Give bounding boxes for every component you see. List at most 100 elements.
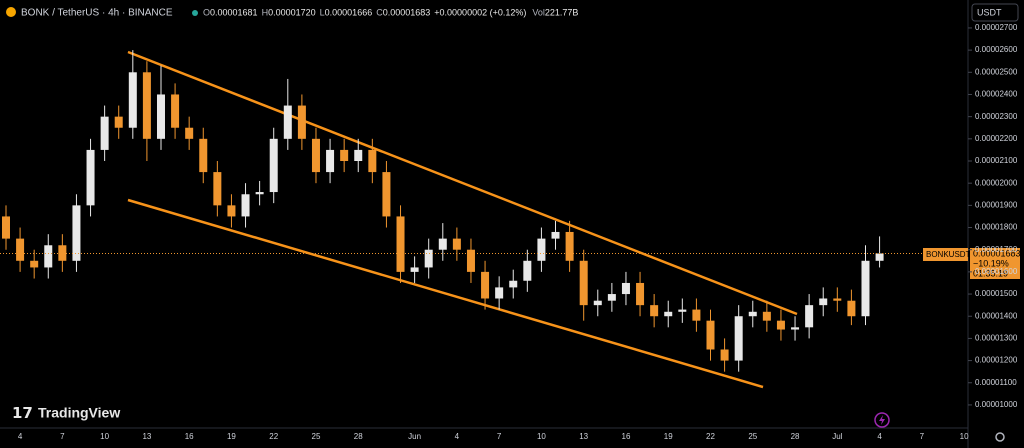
x-tick-label: 10 <box>100 432 109 441</box>
candle-body <box>875 253 884 261</box>
lower-trendline[interactable] <box>127 198 764 389</box>
candle-body <box>396 216 405 272</box>
y-tick-label: 0.00001200 <box>975 356 1018 365</box>
x-tick-label: 19 <box>227 432 236 441</box>
x-tick-label: 22 <box>706 432 715 441</box>
y-tick-label: 0.00002100 <box>975 156 1018 165</box>
price-tag-change: −10.19% <box>973 258 1009 268</box>
y-tick-label: 0.00001600 <box>975 267 1018 276</box>
candle-body <box>720 349 729 361</box>
candle-body <box>171 94 180 128</box>
candle-body <box>156 94 165 139</box>
candle-body <box>847 300 856 317</box>
legend-text: +0.00000002 (+0.12%) <box>434 7 526 17</box>
x-tick-label: 22 <box>269 432 278 441</box>
legend-text: 0.00001683 <box>383 7 431 17</box>
candles <box>0 50 968 372</box>
candle-body <box>424 249 433 268</box>
price-tag-price: 0.00001683 <box>973 248 1021 258</box>
brand-name: TradingView <box>38 405 120 421</box>
candle-body <box>128 72 137 128</box>
brand-icon: 𝟭𝟳 <box>12 405 33 422</box>
candle-body <box>241 194 250 217</box>
candle-body <box>466 249 475 272</box>
candle-body <box>410 267 419 272</box>
y-tick-label: 0.00001900 <box>975 200 1018 209</box>
candle-body <box>593 300 602 306</box>
candle-body <box>762 311 771 321</box>
x-tick-label: 4 <box>18 432 23 441</box>
candle-body <box>664 311 673 317</box>
candle-body <box>537 238 546 261</box>
x-tick-label: 10 <box>537 432 546 441</box>
candle-body <box>72 205 81 261</box>
candle-body <box>692 309 701 321</box>
legend-text: H <box>262 7 269 17</box>
candle-body <box>16 238 25 261</box>
status-dot <box>192 10 198 16</box>
candle-body <box>382 172 391 217</box>
x-tick-label: 7 <box>920 432 925 441</box>
symbol-title: BONK / TetherUS · 4h · BINANCE <box>21 8 173 19</box>
candle-body <box>326 149 335 173</box>
candle-body <box>283 105 292 139</box>
candle-body <box>565 231 574 261</box>
coin-icon <box>6 7 16 17</box>
legend-text: C <box>376 7 383 17</box>
candle-body <box>706 320 715 350</box>
x-tick-label: Jul <box>832 432 842 441</box>
candle-body <box>452 238 461 250</box>
candle-body <box>650 305 659 317</box>
candle-body <box>354 149 363 161</box>
settings-icon[interactable] <box>995 432 1005 442</box>
symbol-tag <box>923 248 968 261</box>
candle-body <box>438 238 447 250</box>
candle-body <box>340 149 349 161</box>
price-tag-countdown: 01:35:19 <box>973 268 1008 278</box>
y-tick-label: 0.00002300 <box>975 112 1018 121</box>
candle-body <box>636 282 645 306</box>
x-tick-label: 7 <box>60 432 65 441</box>
symbol-tag-text: BONKUSDT <box>926 250 971 259</box>
y-tick-label: 0.00002600 <box>975 45 1018 54</box>
currency-button[interactable] <box>971 3 1019 22</box>
candle-body <box>734 316 743 361</box>
x-tick-label: 25 <box>748 432 757 441</box>
candle-body <box>607 294 616 301</box>
x-tick-label: 4 <box>455 432 460 441</box>
legend-text: 0.00001666 <box>325 7 373 17</box>
x-tick-label: 13 <box>142 432 151 441</box>
candle-body <box>776 320 785 330</box>
legend-text: L <box>320 7 325 17</box>
alert-icon[interactable] <box>874 412 890 428</box>
candle-body <box>255 192 264 195</box>
candle-body <box>100 116 109 150</box>
y-tick-label: 0.00002500 <box>975 67 1018 76</box>
y-tick-label: 0.00001400 <box>975 311 1018 320</box>
x-tick-label: Jun <box>408 432 421 441</box>
upper-trendline[interactable] <box>127 50 798 316</box>
x-tick-label: 4 <box>877 432 882 441</box>
y-tick-label: 0.00001000 <box>975 400 1018 409</box>
candle-body <box>805 305 814 328</box>
x-tick-label: 16 <box>622 432 631 441</box>
x-tick-label: 7 <box>497 432 502 441</box>
price-tag <box>970 248 1020 279</box>
candle-body <box>311 138 320 173</box>
y-tick-label: 0.00002200 <box>975 134 1018 143</box>
candle-body <box>297 105 306 139</box>
candle-body <box>227 205 236 217</box>
legend-text: O <box>203 7 210 17</box>
y-tick-label: 0.00002400 <box>975 90 1018 99</box>
candle-body <box>114 116 123 128</box>
y-tick-label: 0.00001300 <box>975 334 1018 343</box>
legend-text: 0.00001720 <box>268 7 316 17</box>
y-tick-label: 0.00002700 <box>975 23 1018 32</box>
candle-body <box>551 231 560 239</box>
ohlc-legend: O 0.00001681 H 0.00001720 L 0.00001666 C 0.0000… <box>203 7 578 17</box>
currency-label[interactable]: USDT <box>977 7 1002 17</box>
y-tick-label: 0.00001800 <box>975 223 1018 232</box>
x-tick-label: 13 <box>579 432 588 441</box>
candle-body <box>30 260 39 268</box>
